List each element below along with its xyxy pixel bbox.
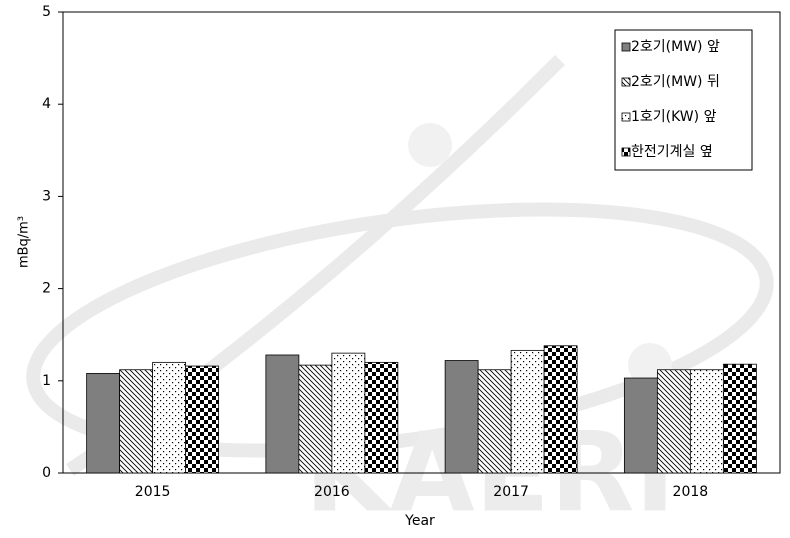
bar bbox=[119, 369, 154, 474]
legend-box bbox=[614, 29, 753, 171]
x-tick-label: 2018 bbox=[673, 484, 709, 500]
legend-swatch bbox=[621, 112, 631, 122]
plot-frame bbox=[62, 11, 781, 474]
x-tick-label: 2016 bbox=[314, 484, 350, 500]
x-tick-label: 2015 bbox=[135, 484, 171, 500]
y-axis-label: mBq/m³ bbox=[17, 216, 32, 268]
y-tick-label: 2 bbox=[42, 281, 51, 297]
legend-label: 1호기(KW) 앞 bbox=[631, 109, 717, 125]
legend-swatch bbox=[621, 147, 631, 157]
bar bbox=[722, 363, 757, 474]
legend-swatch bbox=[621, 77, 631, 87]
legend-label: 2호기(MW) 앞 bbox=[631, 39, 720, 55]
bar bbox=[152, 361, 187, 474]
y-tick-label: 1 bbox=[42, 373, 51, 389]
y-tick-label: 3 bbox=[42, 188, 51, 204]
bar bbox=[689, 369, 724, 474]
bar bbox=[331, 352, 366, 474]
bar bbox=[477, 369, 512, 474]
bar bbox=[86, 373, 121, 474]
legend-label: 한전기계실 옆 bbox=[631, 144, 713, 160]
bar bbox=[298, 364, 333, 474]
y-tick-label: 4 bbox=[42, 96, 51, 112]
bar bbox=[444, 360, 479, 474]
legend-label: 2호기(MW) 뒤 bbox=[631, 74, 720, 90]
bar bbox=[543, 345, 578, 474]
bar bbox=[656, 369, 691, 474]
y-tick-label: 5 bbox=[42, 4, 51, 20]
bar bbox=[364, 361, 399, 474]
bar bbox=[623, 377, 658, 474]
bar bbox=[265, 354, 300, 474]
y-tick-label: 0 bbox=[42, 465, 51, 481]
legend-swatch bbox=[621, 42, 631, 52]
x-tick-label: 2017 bbox=[493, 484, 529, 500]
bar bbox=[185, 365, 220, 474]
bar bbox=[510, 349, 545, 474]
x-axis-label: Year bbox=[404, 513, 435, 529]
